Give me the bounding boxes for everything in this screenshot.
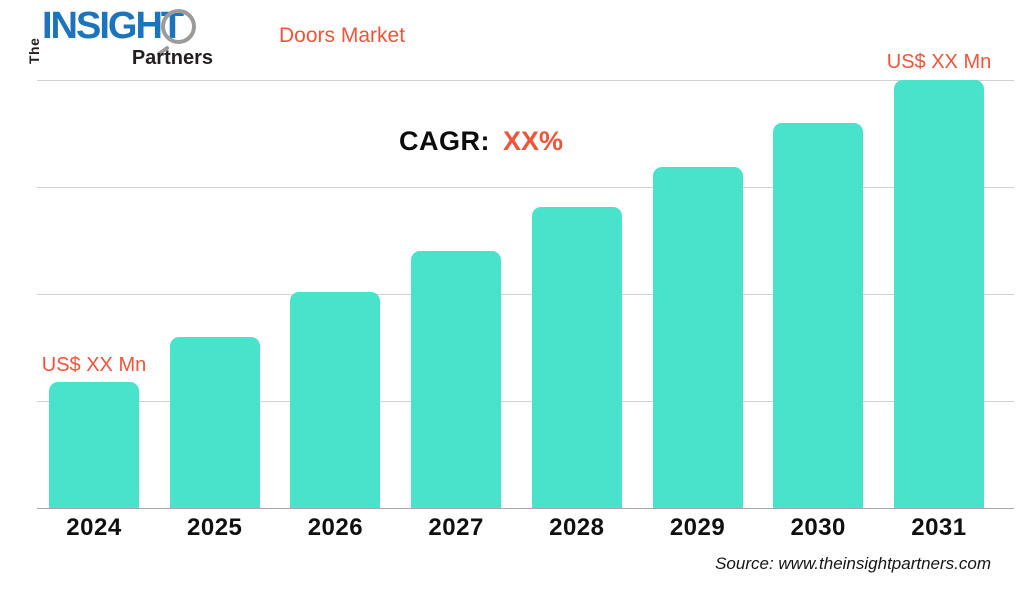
- source-attribution: Source: www.theinsightpartners.com: [715, 554, 991, 573]
- x-tick-label-2025: 2025: [187, 514, 243, 541]
- last-bar-value-label: US$ XX Mn: [886, 51, 992, 73]
- chart-title: Doors Market: [279, 24, 406, 47]
- x-tick-label-2030: 2030: [790, 514, 846, 541]
- insight-partners-logo: The INSIGHT Partners: [26, 5, 223, 81]
- cagr-annotation: CAGR: XX%: [399, 126, 563, 157]
- bar-2026: [290, 292, 381, 508]
- bar-2029: [652, 167, 743, 508]
- first-bar-value-label: US$ XX Mn: [41, 354, 147, 376]
- x-axis-baseline: [37, 508, 1014, 509]
- gridline: [37, 401, 1014, 402]
- logo-the-text: The: [26, 37, 42, 64]
- x-tick-label-2028: 2028: [549, 514, 605, 541]
- x-tick-label-2031: 2031: [911, 514, 967, 541]
- gridline: [37, 80, 1014, 81]
- bar-2027: [411, 251, 502, 508]
- bar-2030: [773, 123, 864, 508]
- bar-series: [49, 80, 984, 508]
- logo-partners-text: Partners: [131, 47, 213, 69]
- x-axis-labels: 2024 2025 2026 2027 2028 2029 2030 2031: [49, 514, 984, 542]
- x-tick-label-2029: 2029: [669, 514, 726, 541]
- magnifier-icon: [161, 9, 196, 44]
- cagr-value: XX%: [503, 126, 564, 156]
- bar-2025: [169, 337, 260, 508]
- x-tick-label-2027: 2027: [428, 514, 484, 541]
- bar-2031: [893, 80, 984, 508]
- x-tick-label-2024: 2024: [66, 514, 122, 541]
- x-tick-label-2026: 2026: [307, 514, 364, 541]
- cagr-label: CAGR:: [399, 126, 490, 156]
- logo-insight-text: INSIGHT: [42, 5, 184, 47]
- bar-2024: [49, 382, 139, 508]
- bar-2028: [531, 207, 622, 508]
- plot-area: [37, 80, 1014, 509]
- gridline: [37, 187, 1014, 188]
- gridline: [37, 294, 1014, 295]
